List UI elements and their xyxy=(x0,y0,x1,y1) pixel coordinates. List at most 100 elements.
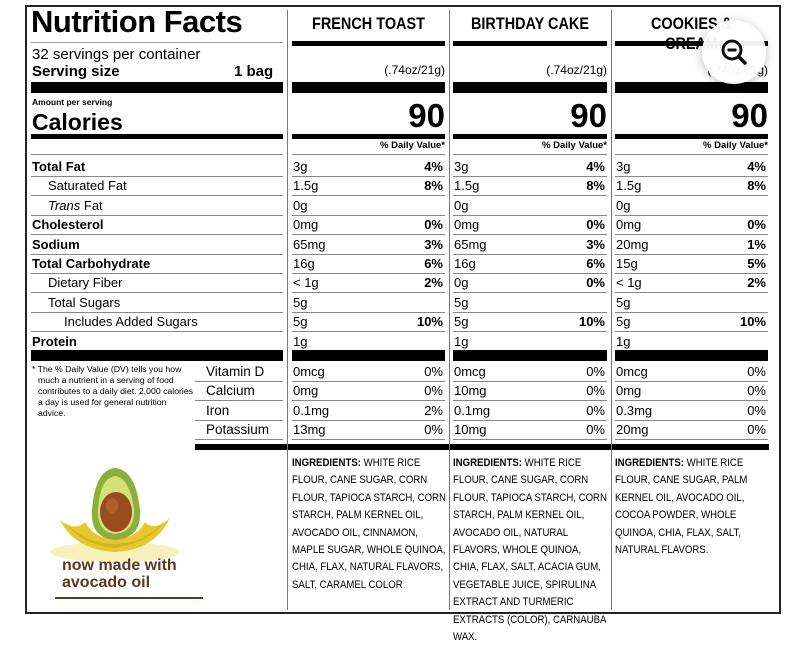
divider xyxy=(292,134,445,139)
nutrient-daily-value: 4% xyxy=(747,159,766,174)
vitamin-label: Calcium xyxy=(206,383,255,399)
nutrient-label: Includes Added Sugars xyxy=(64,314,198,330)
vitamin-label: Iron xyxy=(206,402,230,418)
row-divider xyxy=(292,214,445,216)
divider xyxy=(453,41,607,46)
divider xyxy=(292,350,445,361)
divider xyxy=(615,82,768,93)
product-name: FRENCH TOAST xyxy=(312,14,425,33)
row-divider xyxy=(31,273,283,274)
row-divider xyxy=(453,381,607,382)
nutrient-amount: 1.5g xyxy=(454,178,480,194)
nutrient-label: Total Sugars xyxy=(48,294,121,310)
row-divider xyxy=(615,176,768,177)
nutrient-daily-value: 0% xyxy=(586,275,605,291)
vitamin-daily-value: 0% xyxy=(747,402,766,418)
vitamin-daily-value: 0% xyxy=(747,364,766,379)
divider xyxy=(292,82,445,93)
nutrient-daily-value: 4% xyxy=(586,159,605,174)
row-divider xyxy=(31,234,283,236)
nutrient-amount: 0g xyxy=(293,197,308,213)
nutrient-amount: < 1g xyxy=(616,275,642,291)
zoom-out-button[interactable] xyxy=(702,20,766,84)
row-divider xyxy=(292,154,445,155)
row-divider xyxy=(31,253,283,255)
nutrient-daily-value: 1% xyxy=(747,236,766,252)
row-divider xyxy=(31,311,283,313)
nutrient-amount: 3g xyxy=(616,159,631,174)
nutrient-label: Total Fat xyxy=(32,159,86,174)
servings-per-container: 32 servings per container xyxy=(32,46,201,63)
nutrient-amount: 5g xyxy=(293,294,308,310)
divider xyxy=(292,41,445,46)
row-divider xyxy=(615,253,768,255)
vitamin-daily-value: 0% xyxy=(424,383,443,399)
ingredients-label: INGREDIENTS: xyxy=(292,457,361,469)
ingredients-label: INGREDIENTS: xyxy=(615,457,684,469)
nutrient-label: Protein xyxy=(32,333,77,349)
nutrient-daily-value: 10% xyxy=(739,314,766,330)
nutrient-daily-value: 6% xyxy=(424,256,443,271)
row-divider xyxy=(292,311,445,313)
serving-size-value: 1 bag xyxy=(234,63,274,80)
nutrient-amount: 5g xyxy=(616,294,631,310)
row-divider xyxy=(292,381,445,382)
nutrient-amount: 1g xyxy=(616,333,631,349)
serving-weight: (.74oz/21g) xyxy=(546,63,607,77)
nutrient-daily-value: 2% xyxy=(747,275,766,291)
vitamin-amount: 0.3mg xyxy=(616,402,653,418)
ingredients-list: WHITE RICE FLOUR, CANE SUGAR, CORN FLOUR… xyxy=(453,457,607,644)
row-divider xyxy=(292,400,445,402)
row-divider xyxy=(615,311,768,313)
row-divider xyxy=(31,195,283,197)
nutrient-daily-value: 4% xyxy=(424,159,443,174)
ingredients-text: INGREDIENTS: WHITE RICE FLOUR, CANE SUGA… xyxy=(292,455,447,594)
nutrient-amount: 0g xyxy=(616,197,631,213)
vitamin-daily-value: 0% xyxy=(424,422,443,438)
row-divider xyxy=(292,273,445,274)
row-divider xyxy=(615,234,768,236)
vitamin-amount: 0mcg xyxy=(616,364,648,379)
nutrient-label: Trans Fat xyxy=(48,197,103,213)
row-divider xyxy=(31,214,283,216)
row-divider xyxy=(453,253,607,255)
row-divider xyxy=(615,400,768,402)
daily-value-header: % Daily Value* xyxy=(703,140,768,151)
row-divider xyxy=(615,214,768,216)
row-divider xyxy=(292,176,445,177)
row-divider xyxy=(453,214,607,216)
vitamin-amount: 0mg xyxy=(293,383,319,399)
avocado-oil-image xyxy=(40,460,190,575)
row-divider xyxy=(292,253,445,255)
row-divider xyxy=(615,331,768,333)
row-divider xyxy=(615,292,768,294)
nutrient-amount: 0g xyxy=(454,197,469,213)
nutrient-amount: 0g xyxy=(454,275,469,291)
vitamin-label: Vitamin D xyxy=(206,364,265,379)
nutrient-label: Cholesterol xyxy=(32,217,104,233)
nutrient-label: Saturated Fat xyxy=(48,178,127,194)
nutrient-amount: 3g xyxy=(454,159,469,174)
daily-value-header: % Daily Value* xyxy=(542,140,607,151)
vitamin-amount: 0.1mg xyxy=(454,402,491,418)
row-divider xyxy=(195,400,283,402)
row-divider xyxy=(292,234,445,236)
vitamin-daily-value: 0% xyxy=(747,422,766,438)
nutrient-daily-value: 2% xyxy=(424,275,443,291)
nutrient-label: Total Carbohydrate xyxy=(32,256,151,271)
nutrient-amount: 0mg xyxy=(616,217,642,233)
vitamin-amount: 10mg xyxy=(454,383,487,399)
nutrient-daily-value: 10% xyxy=(416,314,443,330)
nutrient-daily-value: 3% xyxy=(424,236,443,252)
nutrient-amount: 5g xyxy=(293,314,308,330)
row-divider xyxy=(31,331,283,333)
nutrient-label: Dietary Fiber xyxy=(48,275,123,291)
row-divider xyxy=(292,195,445,197)
daily-value-header: % Daily Value* xyxy=(380,140,445,151)
row-divider xyxy=(453,234,607,236)
row-divider xyxy=(292,419,445,421)
row-divider xyxy=(615,381,768,382)
vitamin-daily-value: 0% xyxy=(586,422,605,438)
calories-value: 90 xyxy=(570,97,607,134)
row-divider xyxy=(453,292,607,294)
